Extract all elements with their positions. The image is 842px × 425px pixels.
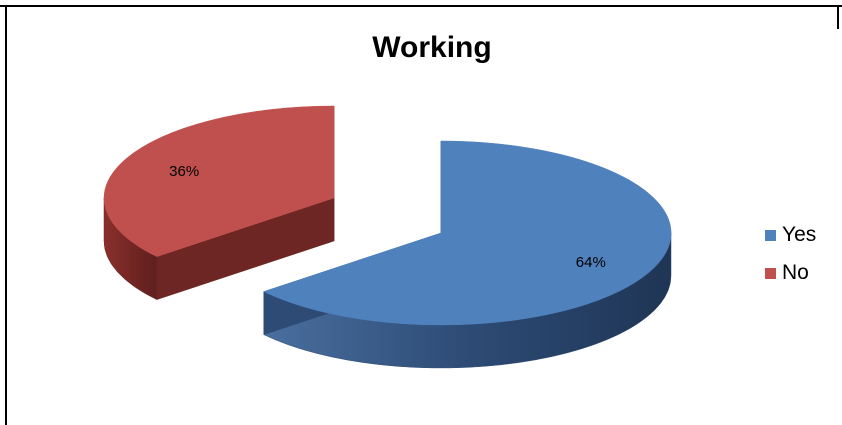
pie-slices: [103, 105, 672, 369]
legend-swatch: [765, 229, 776, 241]
frame-border-top: [0, 5, 842, 7]
legend-label: Yes: [782, 223, 817, 246]
pie-slice-no: [103, 105, 335, 301]
legend-swatch: [765, 267, 776, 279]
pie-slice-yes: [263, 140, 672, 369]
legend-item-yes: Yes: [765, 216, 816, 254]
chart-legend: Yes No: [765, 216, 816, 292]
frame-border-right: [837, 5, 839, 29]
pie-data-labels: 36% 64%: [169, 163, 606, 271]
frame-border-left: [5, 5, 7, 425]
legend-label: No: [782, 261, 809, 284]
data-label-no: 36%: [169, 163, 199, 180]
data-label-yes: 64%: [576, 254, 606, 271]
chart-title: Working: [372, 31, 491, 64]
legend-item-no: No: [765, 254, 816, 292]
